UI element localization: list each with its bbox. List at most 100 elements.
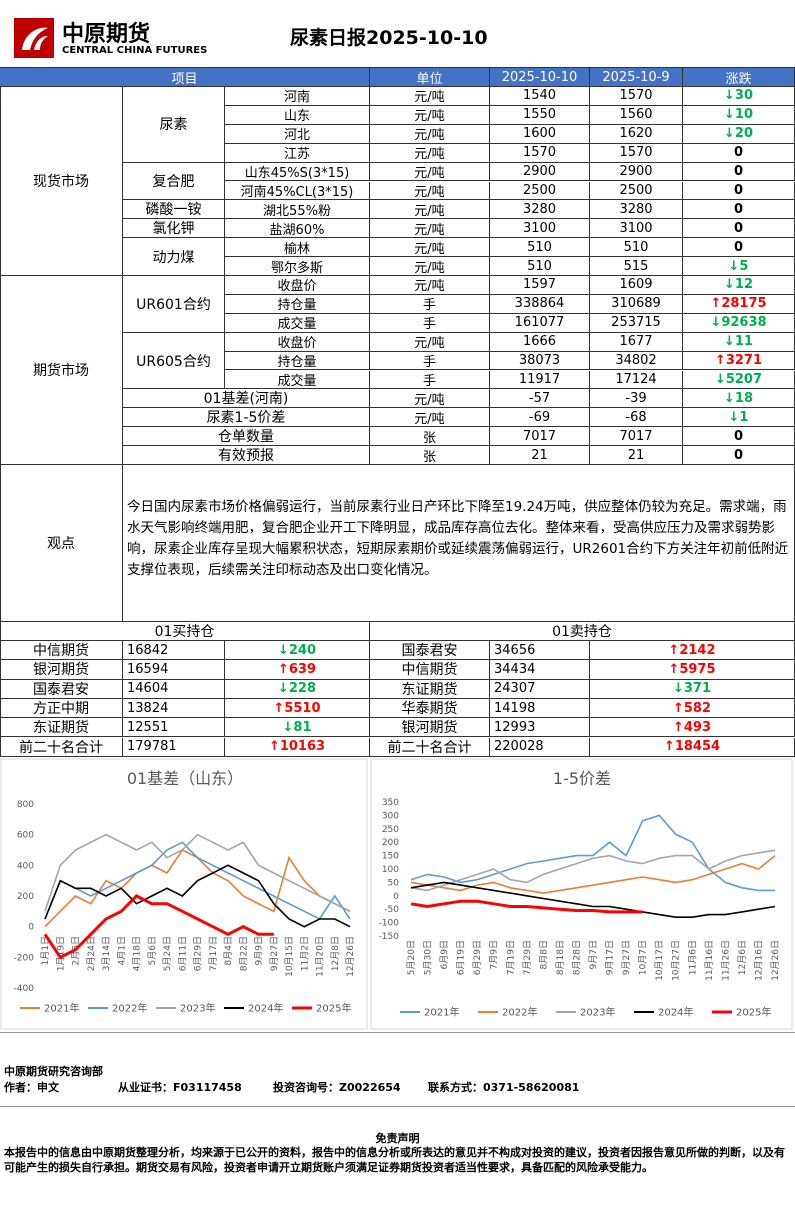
- broker-cell: 东证期货: [0, 718, 123, 738]
- change-cell: ↑28175: [683, 294, 795, 314]
- broker-cell: 华泰期货: [370, 698, 490, 719]
- position-title: 01买持仓: [0, 622, 370, 641]
- y-tick-label: 100: [382, 865, 399, 875]
- change-cell: ↓371: [590, 679, 795, 699]
- label: 作者：: [4, 1081, 37, 1094]
- broker-cell: 银河期货: [0, 660, 123, 680]
- legend-label: 2021年: [44, 1002, 79, 1015]
- y-tick-label: 200: [17, 892, 34, 902]
- value-cell: 1570: [490, 143, 590, 163]
- change-cell: 0: [683, 143, 795, 163]
- x-tick-label: 8月18日: [555, 940, 566, 975]
- series-line: [410, 899, 643, 914]
- item-cell: 仓单数量: [123, 427, 370, 447]
- value-cell: 7017: [590, 427, 683, 447]
- y-tick-label: -150: [379, 932, 400, 942]
- section-cell: 现货市场: [0, 87, 123, 276]
- value-cell: 310689: [590, 294, 683, 314]
- x-tick-label: 9月17日: [605, 940, 616, 975]
- table-left-border: [0, 67, 1, 757]
- value-cell: 510: [590, 238, 683, 258]
- change-cell: ↓12: [683, 276, 795, 295]
- divider: [0, 1032, 795, 1033]
- item-cell: 鄂尔多斯: [225, 257, 370, 276]
- disclaimer: 本报告中的信息由中原期货整理分析，均来源于已公开的资料，报告中的信息分析或所表达…: [4, 1146, 785, 1174]
- label: 联系方式：: [428, 1081, 483, 1094]
- author: 作者：申文: [4, 1079, 59, 1095]
- x-tick-label: 11月2日: [299, 936, 310, 971]
- x-tick-label: 9月27日: [621, 940, 632, 975]
- value-cell: 1570: [590, 87, 683, 106]
- x-tick-label: 6月29日: [193, 936, 204, 971]
- x-tick-label: 5月20日: [406, 940, 417, 975]
- x-tick-label: 6月11日: [177, 936, 188, 971]
- x-tick-label: 3月14日: [101, 936, 112, 971]
- value-cell: 515: [590, 257, 683, 276]
- value-cell: 2500: [590, 181, 683, 201]
- volume-cell: 24307: [490, 679, 590, 699]
- change-cell: ↓81: [225, 718, 370, 738]
- unit-cell: 元/吨: [370, 124, 490, 144]
- department: 中原期货研究咨询部: [4, 1065, 103, 1078]
- x-tick-label: 6月19日: [456, 940, 467, 975]
- volume-cell: 12551: [123, 718, 225, 738]
- value-cell: 7017: [490, 427, 590, 447]
- item-cell: 收盘价: [225, 332, 370, 352]
- series-line: [410, 849, 776, 892]
- volume-cell: 14198: [490, 698, 590, 719]
- change-cell: ↑3271: [683, 351, 795, 371]
- change-cell: ↑639: [225, 660, 370, 680]
- group-cell: 氯化钾: [123, 219, 225, 239]
- change-cell: 0: [683, 238, 795, 258]
- broker-cell: 前二十名合计: [0, 737, 123, 757]
- value-cell: 1550: [490, 105, 590, 125]
- item-cell: 尿素1-5价差: [123, 408, 370, 428]
- unit-cell: 张: [370, 446, 490, 465]
- group-cell: 复合肥: [123, 162, 225, 201]
- unit-cell: 手: [370, 313, 490, 333]
- unit-cell: 元/吨: [370, 87, 490, 106]
- change-cell: 0: [683, 427, 795, 447]
- item-cell: 榆林: [225, 238, 370, 258]
- change-cell: ↑2142: [590, 641, 795, 661]
- unit-cell: 元/吨: [370, 162, 490, 182]
- item-cell: 持仓量: [225, 294, 370, 314]
- legend-label: 2022年: [112, 1002, 147, 1015]
- change-cell: ↓20: [683, 124, 795, 144]
- change-cell: 0: [683, 162, 795, 182]
- change-cell: ↓11: [683, 332, 795, 352]
- value-cell: 2900: [590, 162, 683, 182]
- x-tick-label: 8月4日: [223, 936, 234, 965]
- x-tick-label: 11月6日: [687, 940, 698, 975]
- broker-cell: 东证期货: [370, 679, 490, 699]
- value-cell: 3280: [490, 200, 590, 220]
- x-tick-label: 8月28日: [571, 940, 582, 975]
- value-cell: 21: [490, 446, 590, 465]
- broker-cell: 方正中期: [0, 698, 123, 719]
- x-tick-label: 9月27日: [269, 936, 280, 971]
- volume-cell: 34656: [490, 641, 590, 661]
- change-cell: ↓92638: [683, 313, 795, 333]
- x-tick-label: 12月26日: [345, 936, 356, 977]
- x-tick-label: 4月18日: [132, 936, 143, 971]
- unit-cell: 元/吨: [370, 105, 490, 125]
- value-cell: 253715: [590, 313, 683, 333]
- value-cell: 2500: [490, 181, 590, 201]
- unit-cell: 手: [370, 294, 490, 314]
- y-tick-label: 150: [382, 852, 399, 862]
- change-cell: 0: [683, 446, 795, 465]
- value-cell: 2900: [490, 162, 590, 182]
- series-line: [43, 894, 274, 960]
- unit-cell: 元/吨: [370, 238, 490, 258]
- item-cell: 收盘价: [225, 276, 370, 295]
- change-cell: ↑5510: [225, 698, 370, 719]
- x-tick-label: 11月20日: [315, 936, 326, 977]
- section-cell: 期货市场: [0, 276, 123, 465]
- group-cell: UR601合约: [123, 276, 225, 333]
- volume-cell: 16842: [123, 641, 225, 661]
- opinion-label: 观点: [0, 465, 123, 622]
- x-tick-label: 1月19日: [55, 936, 66, 971]
- x-tick-label: 12月6日: [737, 940, 748, 975]
- volume-cell: 220028: [490, 737, 590, 757]
- x-tick-label: 7月9日: [489, 940, 500, 969]
